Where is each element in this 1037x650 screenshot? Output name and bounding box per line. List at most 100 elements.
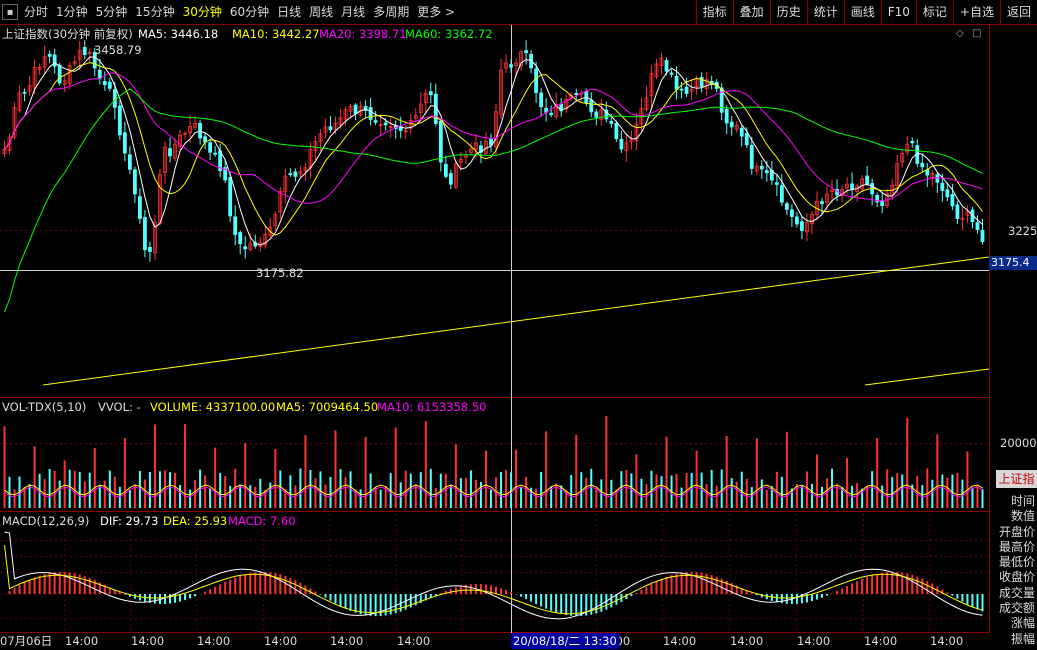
period-tab-4[interactable]: 30分钟 bbox=[182, 5, 222, 19]
candle-body bbox=[273, 214, 278, 226]
candle-body bbox=[774, 182, 779, 185]
candle-body bbox=[594, 111, 599, 118]
candle-body bbox=[338, 117, 343, 125]
candle-body bbox=[368, 107, 373, 120]
candle-body bbox=[524, 50, 528, 54]
candle-body bbox=[599, 109, 604, 120]
candle-body bbox=[800, 221, 804, 232]
candle-body bbox=[764, 170, 769, 174]
candle-body bbox=[92, 51, 97, 69]
candle-body bbox=[243, 246, 248, 250]
candle-body bbox=[423, 92, 428, 103]
candle-body bbox=[403, 130, 408, 133]
time-axis-tick-9: 14:00 bbox=[797, 634, 831, 648]
toolbar-button-5[interactable]: F10 bbox=[880, 0, 916, 24]
toolbar-button-3[interactable]: 统计 bbox=[806, 0, 844, 24]
kline-chart[interactable] bbox=[0, 25, 1037, 633]
candle-body bbox=[704, 79, 709, 90]
candle-body bbox=[619, 139, 624, 150]
candle-body bbox=[860, 178, 865, 190]
candle-body bbox=[223, 167, 228, 181]
period-tab-6[interactable]: 日线 bbox=[277, 5, 302, 19]
ma5-label: MA5: 3446.18 bbox=[138, 27, 219, 41]
time-axis-tick-4: 14:00 bbox=[330, 634, 364, 648]
candle-body bbox=[664, 60, 669, 72]
candle-body bbox=[779, 185, 784, 203]
candle-body bbox=[679, 88, 684, 91]
quote-tab[interactable]: 上证指 bbox=[996, 470, 1037, 488]
candle-body bbox=[178, 134, 182, 147]
ma20-label: MA20: 3398.71 bbox=[319, 27, 407, 41]
data-window-item-5: 收盘价 bbox=[998, 570, 1035, 585]
candle-body bbox=[749, 144, 754, 169]
candle-body bbox=[183, 133, 187, 135]
candle-body bbox=[373, 120, 378, 123]
period-tab-7[interactable]: 周线 bbox=[309, 5, 334, 19]
candle-body bbox=[77, 49, 82, 60]
candle-body bbox=[72, 61, 77, 65]
candle-body bbox=[759, 165, 764, 170]
volume-ma5-line bbox=[4, 484, 983, 496]
macd-value-label: MACD: 7.60 bbox=[228, 514, 296, 528]
candle-body bbox=[163, 146, 167, 173]
candle-body bbox=[37, 66, 42, 70]
candle-body bbox=[769, 169, 774, 181]
candle-body bbox=[684, 86, 689, 94]
candle-body bbox=[27, 85, 32, 92]
vvol-label: VVOL: - bbox=[98, 400, 141, 414]
period-tab-10[interactable]: 更多 > bbox=[417, 5, 456, 19]
candle-body bbox=[82, 47, 87, 56]
data-window-item-3: 最高价 bbox=[998, 539, 1035, 554]
candle-body bbox=[699, 77, 704, 87]
period-tab-5[interactable]: 60分钟 bbox=[229, 5, 270, 19]
candle-body bbox=[955, 204, 960, 219]
candle-body bbox=[443, 163, 448, 177]
candle-body bbox=[428, 91, 433, 96]
candle-body bbox=[233, 216, 238, 235]
candle-body bbox=[649, 73, 654, 96]
candle-body bbox=[609, 120, 614, 124]
toolbar-button-1[interactable]: 叠加 bbox=[732, 0, 770, 24]
candle-body bbox=[313, 141, 318, 152]
volume-axis-tick: 20000 bbox=[1000, 436, 1037, 450]
candle-body bbox=[363, 106, 368, 111]
period-tab-3[interactable]: 15分钟 bbox=[135, 5, 175, 19]
ma60-label: MA60: 3362.72 bbox=[405, 27, 493, 41]
toolbar-button-6[interactable]: 标记 bbox=[915, 0, 953, 24]
expand-icon[interactable]: □ bbox=[972, 28, 982, 39]
period-tab-9[interactable]: 多周期 bbox=[373, 5, 410, 19]
candle-body bbox=[57, 64, 62, 84]
candle-body bbox=[107, 81, 112, 89]
period-tab-0[interactable]: 分时 bbox=[24, 5, 49, 19]
candle-body bbox=[659, 57, 664, 67]
toolbar-button-8[interactable]: 返回 bbox=[999, 0, 1037, 24]
period-tab-2[interactable]: 5分钟 bbox=[95, 5, 128, 19]
price-panel-title: 上证指数(30分钟 前复权) bbox=[2, 27, 133, 41]
candle-body bbox=[318, 133, 323, 142]
candle-body bbox=[795, 216, 799, 225]
toolbar-button-2[interactable]: 历史 bbox=[769, 0, 807, 24]
dea-label: DEA: 25.93 bbox=[163, 514, 228, 528]
time-axis-tick-5: 14:00 bbox=[397, 634, 431, 648]
candle-body bbox=[674, 75, 679, 90]
data-window-list: 时间 数值 开盘价 最高价 最低价 收盘价 成交量 成交额 涨幅 振幅 bbox=[996, 494, 1037, 647]
candle-body bbox=[7, 136, 12, 151]
candle-body bbox=[353, 104, 358, 115]
candle-body bbox=[348, 105, 353, 112]
period-tab-1[interactable]: 1分钟 bbox=[56, 5, 88, 19]
candle-body bbox=[925, 169, 930, 176]
toolbar-button-4[interactable]: 画线 bbox=[843, 0, 881, 24]
volume-value-label: VOLUME: 4337100.00 bbox=[150, 400, 276, 414]
candle-body bbox=[689, 89, 694, 92]
data-window-item-7: 成交额 bbox=[998, 601, 1035, 616]
menu-icon[interactable]: ▪ bbox=[2, 4, 18, 20]
period-tab-8[interactable]: 月线 bbox=[341, 5, 366, 19]
time-axis-tick-7: 14:00 bbox=[663, 634, 697, 648]
candle-body bbox=[47, 53, 52, 57]
candle-body bbox=[127, 154, 132, 170]
toolbar-button-0[interactable]: 指标 bbox=[695, 0, 733, 24]
toolbar-button-7[interactable]: +自选 bbox=[952, 0, 1000, 24]
diamond-icon[interactable]: ◇ bbox=[956, 28, 964, 39]
candle-body bbox=[288, 173, 293, 176]
candle-body bbox=[453, 163, 458, 188]
